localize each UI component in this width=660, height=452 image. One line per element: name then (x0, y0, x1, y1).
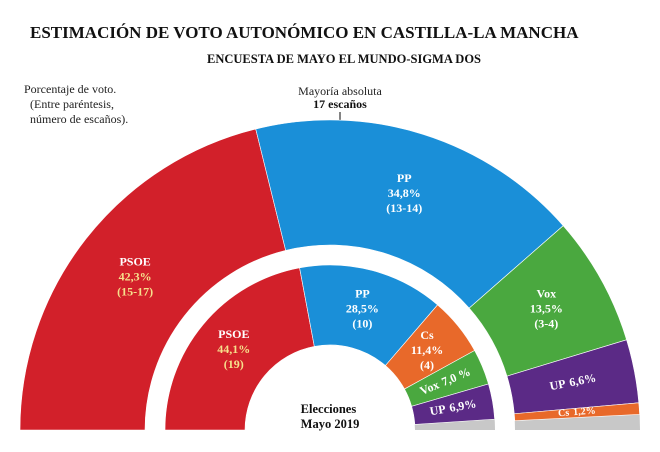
segment-label: UP6,6% (548, 370, 597, 393)
segment (255, 119, 564, 309)
segment-label: Cs 1,2% (558, 406, 596, 420)
label-name: Vox (418, 377, 441, 397)
chart-subtitle: ENCUESTA DE MAYO EL MUNDO-SIGMA DOS (207, 52, 481, 66)
label-name: PP (355, 286, 370, 300)
label-name: PSOE (119, 254, 150, 268)
segment-label: Cs 11,4% (4) (411, 328, 443, 372)
label-value: 44,1% (217, 342, 250, 356)
label-name: UP (429, 401, 447, 418)
segment-label: PP 28,5% (10) (346, 286, 379, 330)
label-name: PP (397, 171, 412, 185)
label-name: UP (548, 376, 566, 393)
label-value: 28,5% (346, 301, 379, 315)
label-value: 11,4% (411, 343, 443, 357)
label-value: 34,8% (388, 186, 421, 200)
segment (164, 267, 315, 431)
label-value: 6,6% (568, 370, 597, 389)
label-value: 42,3% (119, 269, 152, 283)
label-name: Cs (558, 408, 570, 420)
segment-label: PSOE 44,1% (19) (217, 327, 250, 371)
segment-label: Vox 13,5% (3-4) (530, 286, 563, 330)
majority-value: 17 escaños (313, 97, 367, 111)
label-name: PSOE (218, 327, 249, 341)
label-name: Vox (537, 286, 557, 300)
majority-label: Mayoría absoluta (298, 84, 382, 98)
label-value: 13,5% (530, 301, 563, 315)
note: Porcentaje de voto. (Entre paréntesis, n… (24, 82, 128, 126)
label-value: 6,9% (448, 396, 477, 414)
label-seats: (15-17) (117, 284, 153, 298)
segment (411, 383, 495, 425)
note-line: Porcentaje de voto. (24, 82, 116, 96)
label-value: 1,2% (573, 406, 596, 419)
center-line: Mayo 2019 (301, 417, 360, 431)
segment (19, 128, 287, 431)
label-seats: (4) (420, 358, 434, 372)
note-line: (Entre paréntesis, (30, 97, 114, 111)
segment-label: PP 34,8% (13-14) (386, 171, 422, 215)
chart-title: ESTIMACIÓN DE VOTO AUTONÓMICO EN CASTILL… (30, 23, 579, 42)
label-seats: (10) (352, 316, 372, 330)
center-line: Elecciones (301, 402, 357, 416)
segment-label: UP 6,9% (429, 396, 478, 418)
segment (513, 402, 640, 422)
label-name: Cs (420, 328, 434, 342)
label-seats: (3-4) (534, 316, 558, 330)
label-seats: (19) (224, 357, 244, 371)
rings: PSOE 42,3% (15-17)PP 34,8% (13-14)Vox 13,5% (3… (19, 119, 640, 431)
note-line: número de escaños). (30, 112, 128, 126)
segment-label: PSOE 42,3% (15-17) (117, 254, 153, 298)
label-seats: (13-14) (386, 201, 422, 215)
center-label: Elecciones Mayo 2019 (301, 402, 360, 431)
